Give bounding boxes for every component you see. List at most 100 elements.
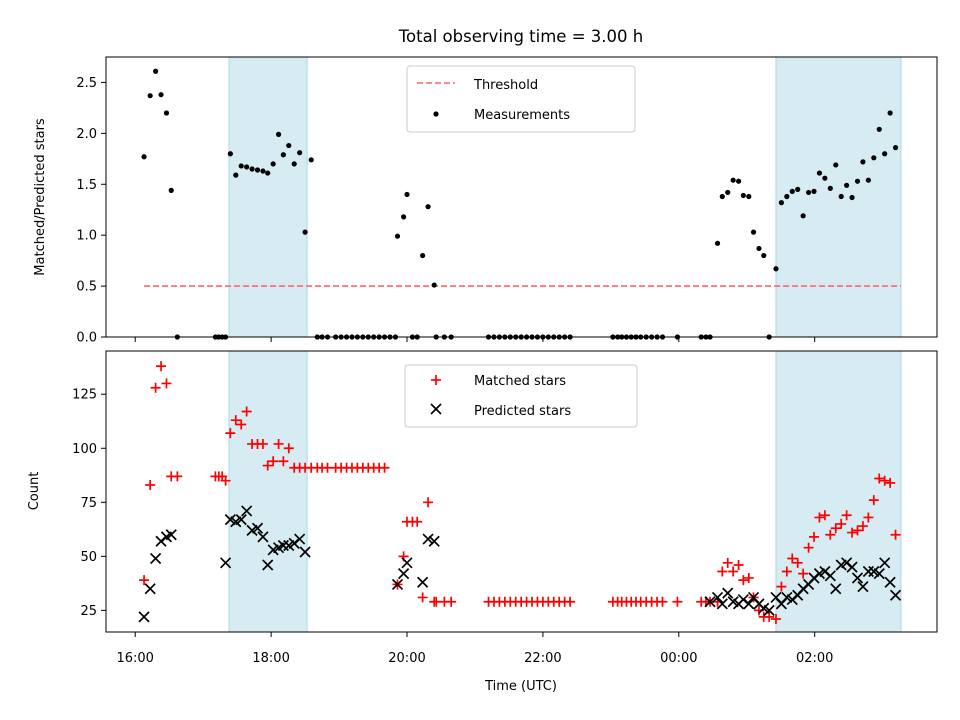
- matched-stars-point: [446, 596, 457, 607]
- matched-stars-point: [220, 475, 231, 486]
- x-tick-label: 16:00: [116, 651, 153, 666]
- measurement-point: [838, 193, 844, 200]
- matched-stars-point: [863, 512, 874, 523]
- measurement-point: [773, 266, 779, 272]
- predicted-stars-point: [722, 587, 734, 599]
- measurement-point: [147, 93, 153, 99]
- predicted-stars-point: [873, 568, 885, 580]
- matched-stars-point: [156, 361, 167, 372]
- matched-stars-point: [857, 521, 868, 532]
- matched-stars-point: [283, 443, 294, 454]
- measurement-point: [822, 175, 828, 181]
- measurement-point: [153, 68, 159, 74]
- predicted-stars-point: [150, 552, 162, 565]
- measurement-point: [740, 192, 746, 199]
- predicted-stars-point: [889, 589, 902, 601]
- measurement-point: [827, 185, 833, 191]
- x-tick-label: 02:00: [796, 651, 833, 666]
- measurement-point: [254, 167, 261, 173]
- measurement-point: [265, 170, 271, 176]
- measurement-point: [876, 126, 882, 132]
- matched-stars-point: [803, 542, 814, 553]
- measurement-point: [833, 162, 839, 168]
- matched-stars-point: [262, 460, 273, 471]
- predicted-stars-point: [401, 557, 413, 569]
- matched-stars-point: [717, 566, 728, 577]
- predicted-stars-point: [262, 559, 274, 571]
- measurement-point: [805, 189, 812, 196]
- measurement-point: [871, 155, 877, 161]
- measurement-point: [227, 151, 233, 157]
- measurement-point: [854, 178, 861, 184]
- top-panel: 0.0 0.5 1.0 1.5 2.0 2.5 Matched/Predicted sta…: [33, 56, 938, 346]
- predicted-stars-point: [422, 533, 434, 545]
- predicted-stars-point: [277, 539, 289, 552]
- matched-stars-point: [874, 473, 885, 484]
- predicted-stars-point: [862, 565, 874, 578]
- matched-stars-point: [885, 477, 896, 488]
- predicted-stars-point: [219, 557, 232, 569]
- measurement-point: [297, 150, 303, 156]
- measurement-point: [420, 252, 426, 259]
- x-tick-label: 22:00: [524, 651, 561, 666]
- predicted-stars-point: [398, 568, 410, 580]
- predicted-stars-point: [241, 505, 253, 517]
- predicted-stars-point: [711, 591, 724, 604]
- matched-stars-point: [809, 531, 820, 542]
- matched-stars-point: [273, 438, 284, 449]
- measurement-point: [431, 282, 437, 288]
- x-tick-label: 18:00: [252, 651, 289, 666]
- matched-stars-point: [792, 557, 803, 568]
- measurement-point: [730, 177, 736, 183]
- x-tick-label: 20:00: [388, 651, 425, 666]
- legend-predicted-label: Predicted stars: [474, 404, 571, 419]
- matched-stars-point: [836, 518, 847, 529]
- predicted-stars-point: [299, 546, 311, 558]
- measurement-point: [249, 166, 255, 172]
- matched-stars-point: [268, 456, 279, 467]
- measurement-point: [233, 172, 239, 178]
- matched-stars-point: [241, 406, 252, 417]
- legend-matched-swatch: [431, 375, 441, 385]
- measurement-point: [735, 178, 742, 184]
- matched-stars-point: [776, 581, 787, 592]
- matched-stars-point: [230, 415, 241, 426]
- measurement-point: [270, 161, 276, 167]
- shaded-region: [228, 56, 308, 338]
- y-tick-label: 25: [80, 604, 97, 619]
- predicted-stars-point: [824, 570, 836, 582]
- matched-stars-point: [657, 596, 668, 607]
- matched-stars-point: [150, 382, 161, 393]
- predicted-stars-point: [165, 529, 177, 541]
- matched-stars-point: [798, 568, 809, 579]
- predicted-stars-point: [716, 598, 728, 610]
- matched-stars-point: [139, 575, 150, 586]
- matched-stars-point: [417, 592, 428, 603]
- figure-title: Total observing time = 3.00 h: [398, 27, 643, 46]
- predicted-stars-point: [879, 557, 891, 569]
- matched-stars-point: [172, 471, 183, 482]
- y-tick-label: 2.5: [76, 76, 97, 91]
- measurement-point: [800, 213, 806, 219]
- measurement-point: [291, 161, 297, 167]
- measurement-point: [714, 240, 721, 246]
- matched-stars-point: [830, 523, 841, 534]
- measurement-point: [404, 191, 410, 198]
- matched-stars-point: [852, 525, 863, 536]
- matched-stars-point: [841, 510, 852, 521]
- predicted-stars-point: [846, 561, 858, 573]
- shaded-region: [775, 56, 902, 338]
- predicted-stars-point: [251, 522, 264, 534]
- legend-predicted-swatch: [430, 403, 442, 415]
- measurement-point: [849, 194, 855, 201]
- measurement-point: [163, 110, 170, 116]
- matched-stars-point: [770, 614, 781, 625]
- measurement-point: [260, 168, 266, 174]
- measurement-point: [860, 159, 866, 165]
- matched-stars-point: [412, 516, 423, 527]
- measurement-point: [425, 204, 431, 210]
- matched-stars-point: [814, 512, 825, 523]
- measurement-point: [244, 164, 250, 170]
- bottom-axes-frame: [105, 350, 938, 633]
- predicted-stars-point: [763, 604, 775, 616]
